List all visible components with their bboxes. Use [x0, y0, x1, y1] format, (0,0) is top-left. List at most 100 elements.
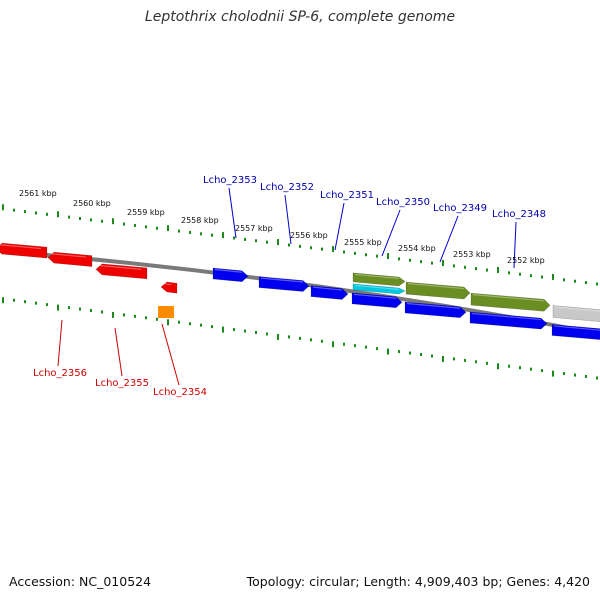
- gene-lcho-2347[interactable]: [551, 324, 600, 340]
- label-leader-lines: [57, 187, 517, 386]
- gene-grey[interactable]: [552, 305, 600, 322]
- tick-mark: [530, 367, 532, 371]
- gene-olive-b[interactable]: [405, 281, 471, 300]
- leader-lcho-2348: [513, 221, 517, 269]
- gene-shine: [354, 273, 400, 280]
- gene-red-small[interactable]: [160, 281, 178, 294]
- tick-mark: [552, 273, 554, 280]
- gene-lcho-2357[interactable]: [0, 242, 48, 259]
- tick-mark: [530, 274, 532, 278]
- gene-shine: [260, 277, 304, 283]
- tick-mark: [508, 364, 510, 368]
- tick-mark: [46, 303, 48, 307]
- tick-mark: [255, 239, 257, 243]
- tick-mark: [57, 211, 59, 218]
- gene-shine: [214, 268, 243, 273]
- tick-mark: [233, 328, 235, 332]
- gene-lcho-2348[interactable]: [469, 311, 548, 330]
- gene-lcho-2351[interactable]: [310, 285, 349, 300]
- tick-mark: [134, 314, 136, 318]
- gene-label-lcho-2353[interactable]: Lcho_2353: [203, 175, 257, 186]
- leader-lcho-2352: [284, 194, 292, 245]
- gene-label-lcho-2351[interactable]: Lcho_2351: [320, 190, 374, 201]
- tick-mark: [46, 212, 48, 216]
- tick-mark: [2, 204, 4, 211]
- tick-mark: [112, 218, 114, 225]
- tick-mark: [596, 282, 598, 286]
- leader-lcho-2351: [334, 202, 345, 251]
- tick-mark: [167, 225, 169, 232]
- leader-lcho-2353: [228, 187, 237, 239]
- gene-shine: [554, 306, 600, 312]
- tick-mark: [189, 230, 191, 234]
- tick-mark: [387, 348, 389, 355]
- tick-mark: [574, 279, 576, 283]
- tick-mark: [475, 360, 477, 364]
- gene-label-lcho-2354[interactable]: Lcho_2354: [153, 387, 207, 398]
- gene-lcho-2349[interactable]: [404, 301, 467, 319]
- gene-shine: [49, 253, 87, 258]
- gene-label-lcho-2352[interactable]: Lcho_2352: [260, 182, 314, 193]
- tick-mark: [2, 297, 4, 304]
- tick-mark: [156, 317, 158, 321]
- tick-mark: [288, 335, 290, 339]
- tick-mark: [145, 225, 147, 229]
- gene-label-lcho-2348[interactable]: Lcho_2348: [492, 209, 546, 220]
- gene-label-lcho-2349[interactable]: Lcho_2349: [433, 203, 487, 214]
- gene-shine: [406, 302, 461, 309]
- tick-mark: [343, 250, 345, 254]
- gene-olive-a[interactable]: [352, 272, 406, 287]
- tick-mark: [453, 264, 455, 268]
- kbp-label-2555: 2555 kbp: [344, 238, 382, 247]
- gene-label-lcho-2355[interactable]: Lcho_2355: [95, 378, 149, 389]
- tick-mark: [112, 311, 114, 318]
- gene-label-lcho-2350[interactable]: Lcho_2350: [376, 197, 430, 208]
- tick-mark: [365, 253, 367, 257]
- gene-olive-c[interactable]: [470, 292, 551, 312]
- tick-mark: [508, 271, 510, 275]
- tick-mark: [398, 350, 400, 354]
- gene-lcho-2350[interactable]: [351, 292, 403, 309]
- tick-mark: [288, 243, 290, 247]
- tick-mark: [486, 361, 488, 365]
- kbp-label-2559: 2559 kbp: [127, 208, 165, 217]
- kbp-label-2552: 2552 kbp: [507, 256, 545, 265]
- tick-mark: [24, 300, 26, 304]
- tick-mark: [134, 223, 136, 227]
- tick-mark: [519, 366, 521, 370]
- tick-mark: [420, 260, 422, 264]
- tick-mark: [409, 351, 411, 355]
- tick-mark: [486, 268, 488, 272]
- tick-mark: [13, 298, 15, 302]
- tick-mark: [13, 208, 15, 212]
- tick-mark: [266, 332, 268, 336]
- tick-mark: [167, 319, 169, 326]
- tick-mark: [376, 254, 378, 258]
- tick-mark: [68, 215, 70, 219]
- tick-mark: [101, 219, 103, 223]
- gene-shine: [97, 264, 142, 270]
- tick-mark: [211, 233, 213, 237]
- tick-mark: [211, 325, 213, 329]
- kbp-label-2558: 2558 kbp: [181, 216, 219, 225]
- tick-mark: [200, 232, 202, 236]
- tick-mark: [178, 229, 180, 233]
- tick-mark: [244, 237, 246, 241]
- tick-mark: [277, 333, 279, 340]
- tick-mark: [321, 339, 323, 343]
- outer-tick-track: [2, 204, 598, 286]
- gene-label-lcho-2356[interactable]: Lcho_2356: [33, 368, 87, 379]
- gene-lcho-2352[interactable]: [258, 276, 310, 292]
- gene-lcho-2356[interactable]: [47, 251, 93, 267]
- accession-text: Accession: NC_010524: [9, 574, 152, 589]
- tick-mark: [101, 310, 103, 314]
- gene-cyan[interactable]: [352, 283, 406, 295]
- gene-track[interactable]: [0, 242, 600, 340]
- tick-mark: [310, 338, 312, 342]
- tick-mark: [431, 261, 433, 265]
- gene-lcho-2355[interactable]: [95, 263, 148, 280]
- kbp-label-2556: 2556 kbp: [290, 231, 328, 240]
- gene-lcho-2354[interactable]: [158, 306, 174, 318]
- gene-lcho-2353[interactable]: [212, 267, 249, 283]
